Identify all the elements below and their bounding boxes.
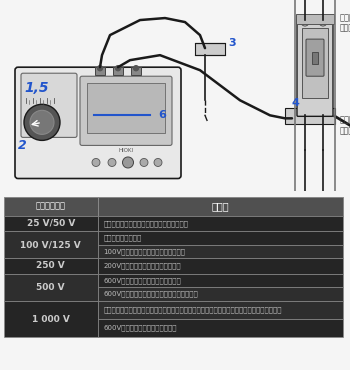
FancyBboxPatch shape	[297, 19, 333, 116]
Bar	[4, 216, 98, 231]
Bar	[98, 258, 343, 274]
Bar	[312, 52, 318, 64]
Bar	[98, 319, 343, 337]
Text: （次级侧）: （次级侧）	[340, 126, 350, 135]
Bar	[131, 67, 141, 75]
Bar	[98, 231, 343, 245]
Bar	[4, 274, 98, 301]
Bar	[98, 197, 343, 216]
Bar	[296, 14, 334, 24]
Bar	[4, 231, 98, 258]
Bar	[87, 83, 165, 133]
Circle shape	[116, 66, 120, 71]
Circle shape	[319, 18, 327, 26]
FancyBboxPatch shape	[306, 39, 324, 76]
Circle shape	[92, 158, 100, 166]
Text: 1,5: 1,5	[25, 81, 49, 95]
Text: （初级侧）: （初级侧）	[340, 24, 350, 33]
Bar	[113, 67, 123, 75]
Bar	[95, 67, 105, 75]
Circle shape	[122, 157, 133, 168]
Text: 100 V/125 V: 100 V/125 V	[20, 240, 81, 249]
Text: 用于电视频道的设备、电话线电话的绝缘测量: 用于电视频道的设备、电话线电话的绝缘测量	[103, 220, 188, 226]
Bar	[285, 108, 335, 124]
Circle shape	[301, 18, 309, 26]
Text: 250 V: 250 V	[36, 262, 65, 270]
Circle shape	[133, 66, 139, 71]
Text: 负载側: 负载側	[340, 116, 350, 125]
Bar	[98, 245, 343, 258]
Text: 6: 6	[158, 110, 166, 120]
Bar	[4, 301, 98, 337]
Bar	[302, 28, 328, 98]
Circle shape	[24, 104, 60, 140]
Circle shape	[140, 158, 148, 166]
FancyBboxPatch shape	[15, 67, 181, 178]
Text: 使用例: 使用例	[212, 201, 229, 211]
Bar	[4, 197, 98, 216]
Bar	[98, 216, 343, 231]
Bar	[98, 301, 343, 319]
Text: 4: 4	[291, 98, 299, 108]
Text: 600V以下的低压配电路施工时的检查: 600V以下的低压配电路施工时的检查	[103, 277, 181, 284]
Text: 500 V: 500 V	[36, 283, 65, 292]
Text: 600V以上的电路和设备的绝缘检查: 600V以上的电路和设备的绝缘检查	[103, 325, 177, 332]
Text: 电源側: 电源側	[340, 14, 350, 23]
Text: 2: 2	[18, 139, 26, 152]
Text: 額定測量電壓: 額定測量電壓	[36, 202, 66, 211]
Bar	[4, 258, 98, 274]
Circle shape	[154, 158, 162, 166]
Text: 控制设备的绝缘测量: 控制设备的绝缘测量	[103, 235, 141, 241]
Circle shape	[30, 110, 54, 134]
Text: 25 V/50 V: 25 V/50 V	[27, 219, 75, 228]
Bar	[98, 287, 343, 301]
Bar	[195, 43, 225, 55]
Bar	[98, 274, 343, 287]
FancyBboxPatch shape	[80, 76, 172, 145]
Text: 1 000 V: 1 000 V	[32, 314, 70, 324]
Text: 经常使用较高电压的高压设备（如高压锅、高压设备、使用高压低湿热放散感光器）的绝缘测量: 经常使用较高电压的高压设备（如高压锅、高压设备、使用高压低湿热放散感光器）的绝缘…	[103, 307, 282, 313]
Circle shape	[108, 158, 116, 166]
Text: HIOKI: HIOKI	[118, 148, 134, 154]
Circle shape	[98, 66, 103, 71]
Text: 600V以下的低压配电路和设备的绝缘护和管理: 600V以下的低压配电路和设备的绝缘护和管理	[103, 291, 198, 297]
FancyBboxPatch shape	[21, 73, 77, 137]
Text: 200V的低压电路和设备的维护和管理: 200V的低压电路和设备的维护和管理	[103, 263, 181, 269]
Circle shape	[124, 158, 132, 166]
Text: 100V的低压配电路和设备的维护和管理: 100V的低压配电路和设备的维护和管理	[103, 248, 185, 255]
Text: 3: 3	[228, 38, 236, 48]
